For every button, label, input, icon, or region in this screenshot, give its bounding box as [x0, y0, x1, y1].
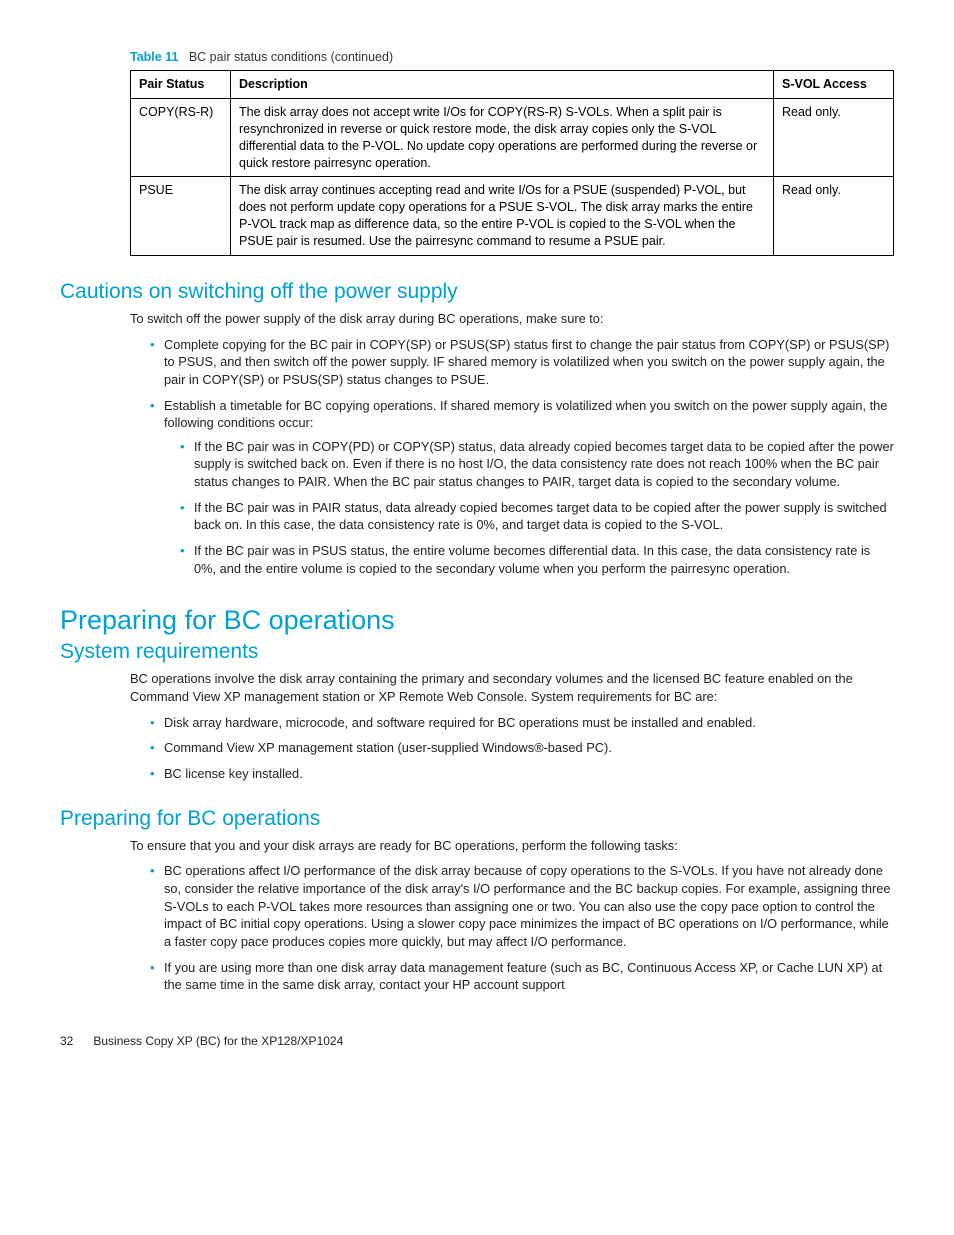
list-item: Disk array hardware, microcode, and soft…	[150, 714, 894, 732]
sysreq-list: Disk array hardware, microcode, and soft…	[150, 714, 894, 783]
table-caption-text: BC pair status conditions (continued)	[189, 50, 393, 64]
col-header-desc: Description	[231, 71, 774, 99]
list-item-text: If the BC pair was in PAIR status, data …	[194, 500, 887, 533]
cell-access: Read only.	[774, 177, 894, 256]
page-footer: 32 Business Copy XP (BC) for the XP128/X…	[60, 1034, 894, 1048]
paragraph-cautions-intro: To switch off the power supply of the di…	[130, 310, 894, 328]
list-item: If the BC pair was in COPY(PD) or COPY(S…	[180, 438, 894, 491]
heading-preparing-section: Preparing for BC operations	[60, 605, 894, 636]
table-header-row: Pair Status Description S-VOL Access	[131, 71, 894, 99]
table-row: PSUE The disk array continues accepting …	[131, 177, 894, 256]
list-item-text: Complete copying for the BC pair in COPY…	[164, 337, 889, 387]
cell-desc: The disk array does not accept write I/O…	[231, 98, 774, 177]
list-item-text: BC license key installed.	[164, 766, 303, 781]
pair-status-table: Pair Status Description S-VOL Access COP…	[130, 70, 894, 256]
list-item-text: Command View XP management station (user…	[164, 740, 612, 755]
list-item-text: If you are using more than one disk arra…	[164, 960, 882, 993]
prepops-list: BC operations affect I/O performance of …	[150, 862, 894, 994]
heading-system-requirements: System requirements	[60, 640, 894, 664]
list-item: Establish a timetable for BC copying ope…	[150, 397, 894, 578]
list-item: Command View XP management station (user…	[150, 739, 894, 757]
cell-status: PSUE	[131, 177, 231, 256]
cautions-list: Complete copying for the BC pair in COPY…	[150, 336, 894, 578]
cell-access: Read only.	[774, 98, 894, 177]
heading-cautions: Cautions on switching off the power supp…	[60, 280, 894, 304]
col-header-status: Pair Status	[131, 71, 231, 99]
list-item-text: If the BC pair was in PSUS status, the e…	[194, 543, 870, 576]
col-header-access: S-VOL Access	[774, 71, 894, 99]
list-item-text: BC operations affect I/O performance of …	[164, 863, 891, 949]
table-caption: Table 11 BC pair status conditions (cont…	[130, 50, 894, 64]
list-item: Complete copying for the BC pair in COPY…	[150, 336, 894, 389]
list-item-text: Establish a timetable for BC copying ope…	[164, 398, 887, 431]
heading-preparing-ops: Preparing for BC operations	[60, 807, 894, 831]
paragraph-sysreq-intro: BC operations involve the disk array con…	[130, 670, 894, 705]
table-number: Table 11	[130, 50, 178, 64]
document-page: Table 11 BC pair status conditions (cont…	[0, 0, 954, 1088]
list-item: If the BC pair was in PSUS status, the e…	[180, 542, 894, 577]
paragraph-prepops-intro: To ensure that you and your disk arrays …	[130, 837, 894, 855]
list-item-text: If the BC pair was in COPY(PD) or COPY(S…	[194, 439, 894, 489]
list-item: If you are using more than one disk arra…	[150, 959, 894, 994]
page-number: 32	[60, 1034, 90, 1048]
list-item: BC operations affect I/O performance of …	[150, 862, 894, 950]
footer-title: Business Copy XP (BC) for the XP128/XP10…	[93, 1034, 343, 1048]
list-item: If the BC pair was in PAIR status, data …	[180, 499, 894, 534]
list-item-text: Disk array hardware, microcode, and soft…	[164, 715, 756, 730]
table-row: COPY(RS-R) The disk array does not accep…	[131, 98, 894, 177]
cautions-sublist: If the BC pair was in COPY(PD) or COPY(S…	[180, 438, 894, 578]
cell-status: COPY(RS-R)	[131, 98, 231, 177]
cell-desc: The disk array continues accepting read …	[231, 177, 774, 256]
list-item: BC license key installed.	[150, 765, 894, 783]
